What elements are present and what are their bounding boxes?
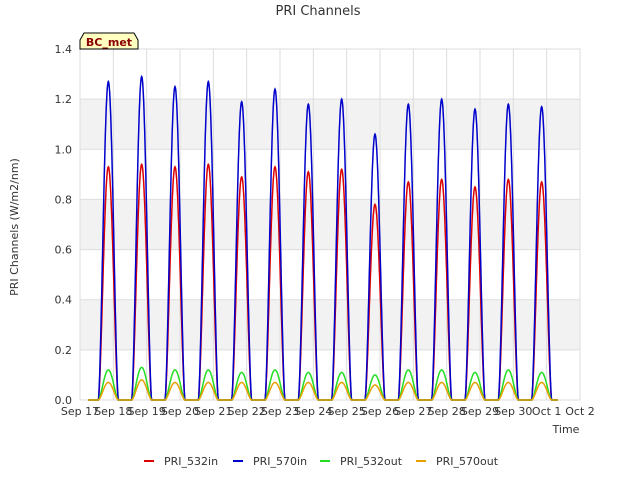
y-axis-label: PRI Channels (W/m2/nm) — [8, 158, 21, 296]
x-tick-label: Oct 1 — [532, 405, 562, 418]
series-lines — [88, 74, 558, 401]
y-tick-label: 0.6 — [55, 244, 73, 257]
x-tick-label: Sep 25 — [328, 405, 366, 418]
x-tick-label: Sep 26 — [361, 405, 399, 418]
x-tick-label: Sep 27 — [394, 405, 432, 418]
site-badge-label: BC_met — [86, 36, 132, 49]
plot-band — [80, 99, 580, 150]
plot-band — [80, 199, 580, 250]
legend-label: PRI_570out — [436, 455, 499, 468]
x-tick-label: Sep 24 — [294, 405, 332, 418]
legend: PRI_532in PRI_570in PRI_532out PRI_570out — [144, 455, 499, 468]
y-tick-label: 0.2 — [55, 344, 73, 357]
x-tick-label: Sep 30 — [494, 405, 532, 418]
site-badge-box — [79, 32, 139, 50]
x-axis-label: Time — [552, 423, 580, 436]
y-tick-labels: 0.0 0.2 0.4 0.6 0.8 1.0 1.2 1.4 — [55, 43, 73, 407]
x-tick-label: Sep 17 — [61, 405, 99, 418]
x-tick-label: Sep 29 — [461, 405, 499, 418]
y-tick-label: 0.0 — [55, 394, 73, 407]
x-tick-label: Oct 2 — [565, 405, 595, 418]
y-tick-label: 1.0 — [55, 143, 73, 156]
y-tick-label: 0.8 — [55, 193, 73, 206]
legend-label: PRI_570in — [253, 455, 307, 468]
chart-title: PRI Channels — [276, 4, 361, 19]
legend-label: PRI_532in — [164, 455, 218, 468]
y-tick-label: 1.4 — [55, 43, 73, 56]
x-tick-label: Sep 18 — [94, 405, 132, 418]
legend-label: PRI_532out — [340, 455, 403, 468]
x-tick-label: Sep 22 — [228, 405, 266, 418]
x-tick-label: Sep 21 — [194, 405, 232, 418]
x-tick-label: Sep 20 — [161, 405, 199, 418]
y-tick-label: 0.4 — [55, 294, 73, 307]
x-tick-label: Sep 19 — [128, 405, 166, 418]
series-line-pri_570out — [88, 379, 558, 401]
plot-band — [80, 299, 580, 350]
x-tick-label: Sep 28 — [428, 405, 466, 418]
plot-bands — [80, 99, 580, 350]
y-tick-label: 1.2 — [55, 93, 73, 106]
x-tick-label: Sep 23 — [261, 405, 299, 418]
site-badge: BC_met — [79, 32, 139, 50]
